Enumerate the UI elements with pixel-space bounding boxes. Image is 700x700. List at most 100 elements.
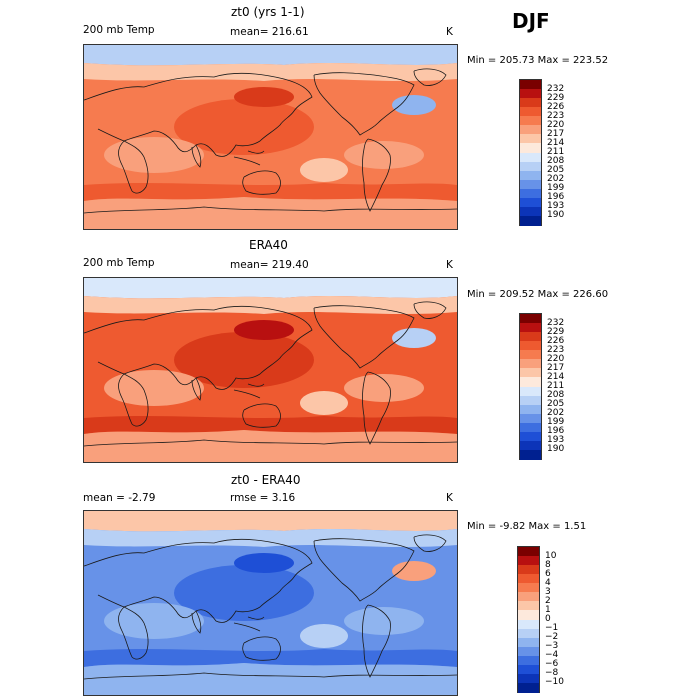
coastline	[362, 138, 391, 212]
coastline	[413, 68, 447, 86]
panel-2-minmax: Min = 209.52 Max = 226.60	[467, 289, 609, 300]
colorbar-swatch	[518, 583, 539, 593]
panel-2-mean: mean= 219.40	[230, 259, 309, 271]
colorbar-label: 3	[545, 586, 551, 597]
coastline	[233, 150, 265, 166]
colorbar-swatch	[518, 565, 539, 575]
colorbar-swatch	[520, 197, 541, 208]
coastline	[413, 301, 447, 319]
colorbar-swatch	[520, 395, 541, 406]
colorbar-label: 217	[547, 128, 565, 139]
colorbar-label: 10	[545, 550, 557, 561]
field-band-north	[84, 511, 457, 532]
colorbar-swatch	[520, 413, 541, 424]
field-light-region	[104, 370, 204, 406]
colorbar-swatch	[520, 431, 541, 442]
panel-1-minmax: Min = 205.73 Max = 223.52	[467, 55, 609, 66]
colorbar-label: 211	[547, 381, 565, 391]
colorbar-label: 196	[547, 192, 565, 203]
field-band-north-2	[84, 529, 457, 547]
colorbar-swatch	[520, 152, 541, 163]
colorbar-swatch	[520, 368, 541, 378]
field-light-region	[104, 603, 204, 639]
coastline	[84, 206, 457, 214]
colorbar-swatch	[520, 89, 541, 99]
colorbar-label: 199	[547, 417, 565, 428]
field-band-north-2	[84, 63, 457, 81]
colorbar-label: −1	[545, 623, 559, 634]
colorbar-swatch	[518, 628, 539, 639]
colorbar-swatch	[520, 107, 541, 117]
coastline	[118, 373, 149, 427]
coastline	[84, 439, 457, 447]
colorbar-label: 223	[547, 110, 565, 121]
field-cold-region	[392, 95, 436, 115]
colorbar-label: −10	[545, 677, 564, 688]
colorbar-swatch	[518, 646, 539, 657]
colorbar-label: −6	[545, 659, 559, 670]
colorbar-label: 196	[547, 426, 565, 437]
colorbar-swatch	[520, 422, 541, 433]
colorbar-label: 190	[547, 210, 565, 221]
coastline	[313, 538, 415, 602]
field-band-north-2	[84, 296, 457, 314]
colorbar-swatch	[518, 592, 539, 602]
colorbar-swatch	[518, 664, 539, 675]
field-warm-region	[174, 99, 314, 155]
field-light-region	[344, 141, 424, 169]
field-warm-region	[174, 332, 314, 388]
coastline	[413, 534, 447, 552]
colorbar-label: 220	[547, 119, 565, 130]
field-pale-region	[300, 624, 348, 648]
colorbar-swatch	[520, 143, 541, 153]
coastline	[313, 305, 415, 369]
coastline	[84, 672, 457, 680]
field-light-region	[104, 137, 204, 173]
colorbar-swatch	[520, 206, 541, 217]
coastline	[84, 305, 313, 390]
colorbar-swatch	[518, 574, 539, 584]
colorbar-swatch	[520, 116, 541, 126]
colorbar-label: 1	[545, 604, 551, 615]
colorbar-label: 232	[547, 317, 565, 328]
field-pale-region	[300, 391, 348, 415]
coastline	[84, 72, 313, 157]
colorbar-swatch	[518, 556, 539, 566]
colorbar-swatch	[520, 359, 541, 369]
colorbar-label: 190	[547, 444, 565, 455]
colorbar-label: 2	[545, 595, 551, 606]
colorbar-swatch	[518, 637, 539, 648]
colorbar-label: 211	[547, 147, 565, 157]
panel-2-colorbar: 232 229 226 223 220 217 214 211 208 205 202 199 196 1…	[519, 313, 564, 460]
coastline	[191, 610, 202, 634]
colorbar-swatch	[520, 440, 541, 451]
panel-1-mean: mean= 216.61	[230, 26, 309, 38]
field-hot-region	[234, 553, 294, 573]
colorbar-swatch	[520, 404, 541, 415]
colorbar-swatch	[520, 134, 541, 144]
season-label: DJF	[512, 9, 550, 33]
panel-1-title: zt0 (yrs 1-1)	[231, 5, 305, 19]
colorbar-swatch	[518, 673, 539, 684]
field-band-north	[84, 278, 457, 299]
coastline	[242, 170, 281, 195]
colorbar-swatch	[520, 386, 541, 397]
coastline	[191, 377, 202, 401]
colorbar-swatch	[520, 170, 541, 181]
colorbar-label: 217	[547, 362, 565, 373]
colorbar-label: 208	[547, 390, 565, 401]
panel-2-map	[83, 277, 458, 463]
colorbar-label: −3	[545, 641, 559, 652]
colorbar-label: 8	[545, 559, 551, 570]
coastline	[242, 403, 281, 428]
colorbar-swatch	[520, 314, 541, 324]
panel-3-map	[83, 510, 458, 696]
colorbar-label: 202	[547, 174, 565, 185]
colorbar-label: −2	[545, 632, 559, 643]
colorbar-swatch	[520, 161, 541, 172]
colorbar-label: 229	[547, 92, 565, 103]
field-light-region	[344, 607, 424, 635]
colorbar-swatch	[518, 601, 539, 611]
panel-3-units: K	[446, 492, 453, 504]
field-pale-region	[300, 158, 348, 182]
